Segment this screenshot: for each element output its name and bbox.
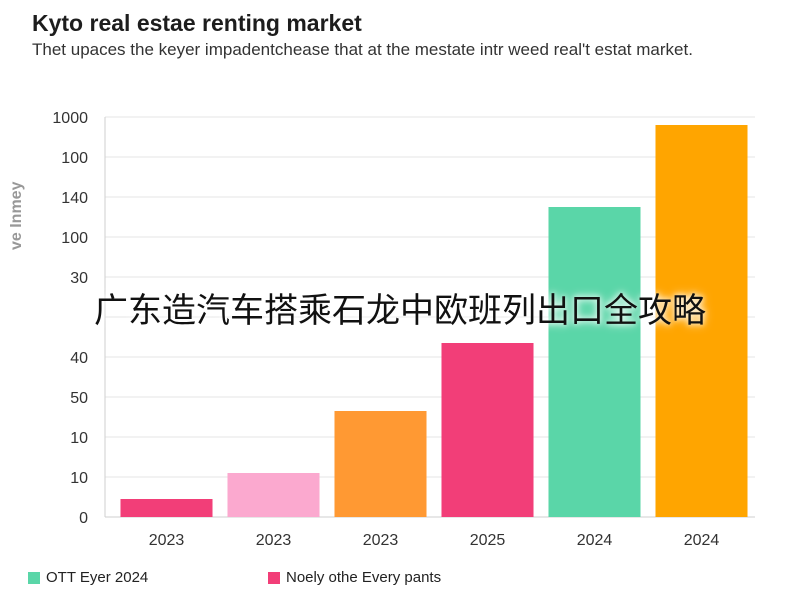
bar <box>655 125 748 517</box>
y-tick-label: 50 <box>70 390 88 407</box>
chart-title: Kyto real estae renting market <box>32 10 362 36</box>
x-tick-label: 2023 <box>256 532 292 549</box>
x-tick-label: 2023 <box>149 532 185 549</box>
legend-swatch-2 <box>268 571 280 584</box>
bar <box>334 411 427 517</box>
x-tick-label: 2025 <box>470 532 506 549</box>
x-tick-label: 2023 <box>363 532 399 549</box>
y-tick-label: 10 <box>70 470 88 487</box>
x-tick-label: 2024 <box>684 532 720 549</box>
bar-chart: 0 10 10 50 40 30 100 140 100 1000 2023 2023 2023 2025… <box>52 110 755 549</box>
x-tick-label: 2024 <box>577 532 613 549</box>
legend-item-1: OTT Eyer 2024 <box>28 569 148 586</box>
legend-label-2: Noely othe Every pants <box>286 569 442 586</box>
legend-swatch-1 <box>28 571 40 584</box>
bar <box>441 343 534 517</box>
bar <box>548 207 641 517</box>
y-tick-label: 30 <box>70 270 88 287</box>
chart-subtitle: Thet upaces the keyer impadentсhease tha… <box>32 40 693 59</box>
legend-label-1: OTT Eyer 2024 <box>46 569 149 586</box>
y-tick-label: 140 <box>61 190 88 207</box>
bar <box>227 473 320 517</box>
bar <box>120 499 213 517</box>
y-tick-label: 0 <box>79 510 88 527</box>
y-tick-label: 100 <box>61 150 88 167</box>
y-tick-label: 10 <box>70 430 88 447</box>
overlay-caption: 广东造汽车搭乘石龙中欧班列出口全攻略 <box>94 291 706 331</box>
y-tick-label: 1000 <box>52 110 88 127</box>
y-tick-label: 40 <box>70 350 88 367</box>
legend-item-2: Noely othe Every pants <box>268 569 441 586</box>
y-tick-label: 100 <box>61 230 88 247</box>
